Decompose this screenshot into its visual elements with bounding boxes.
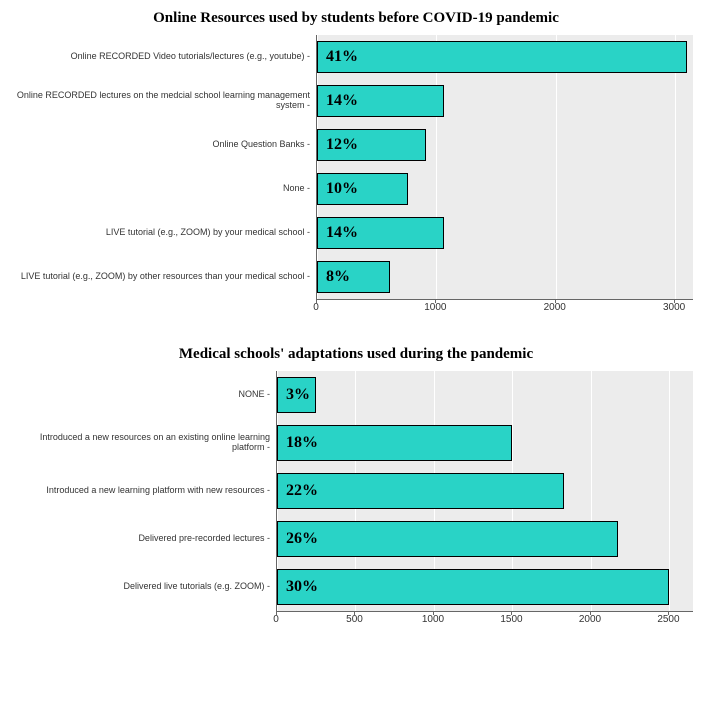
x-tick-label: 0 <box>313 302 319 313</box>
bar-row: 14% <box>317 217 693 249</box>
y-tick-label: Introduced a new resources on an existin… <box>10 425 276 461</box>
bar-value-label: 26% <box>278 530 318 548</box>
bar-value-label: 8% <box>318 268 350 286</box>
x-tick-label: 2500 <box>657 614 679 625</box>
grid-line <box>436 35 437 299</box>
chart-body: NONE - Introduced a new resources on an e… <box>10 371 702 612</box>
y-tick-label: NONE - <box>10 377 276 413</box>
bar: 12% <box>317 129 426 161</box>
bar: 30% <box>277 569 669 605</box>
bar-row: 14% <box>317 85 693 117</box>
bar: 41% <box>317 41 687 73</box>
bar-row: 30% <box>277 569 693 605</box>
grid-line <box>317 35 318 299</box>
bar-row: 22% <box>277 473 693 509</box>
y-tick-label: Online RECORDED lectures on the medcial … <box>10 85 316 117</box>
y-tick-label: LIVE tutorial (e.g., ZOOM) by other reso… <box>10 261 316 293</box>
grid-line <box>556 35 557 299</box>
bar: 14% <box>317 85 444 117</box>
bar: 22% <box>277 473 564 509</box>
bar: 18% <box>277 425 512 461</box>
bar-value-label: 14% <box>318 92 358 110</box>
bar-row: 12% <box>317 129 693 161</box>
plot-area: 3% 18% 22% 26% 30% <box>276 371 693 612</box>
bar-value-label: 10% <box>318 180 358 198</box>
bar-row: 8% <box>317 261 693 293</box>
plot-area: 41% 14% 12% 10% 14% 8% <box>316 35 693 300</box>
y-tick-label: Delivered pre-recorded lectures - <box>10 521 276 557</box>
bar-row: 18% <box>277 425 693 461</box>
x-tick-label: 500 <box>346 614 363 625</box>
bar-row: 26% <box>277 521 693 557</box>
y-axis-labels: NONE - Introduced a new resources on an e… <box>10 371 276 612</box>
y-axis-labels: Online RECORDED Video tutorials/lectures… <box>10 35 316 300</box>
bar-row: 10% <box>317 173 693 205</box>
bar-value-label: 12% <box>318 136 358 154</box>
x-tick-label: 1500 <box>500 614 522 625</box>
bar: 26% <box>277 521 618 557</box>
chart-title: Medical schools' adaptations used during… <box>10 346 702 363</box>
bar: 10% <box>317 173 408 205</box>
bar-value-label: 3% <box>278 386 310 404</box>
y-tick-label: Introduced a new learning platform with … <box>10 473 276 509</box>
y-tick-label: Online Question Banks - <box>10 129 316 161</box>
y-tick-label: Online RECORDED Video tutorials/lectures… <box>10 41 316 73</box>
x-tick-label: 1000 <box>424 302 446 313</box>
x-tick-label: 2000 <box>544 302 566 313</box>
bar-value-label: 22% <box>278 482 318 500</box>
bar: 14% <box>317 217 444 249</box>
x-tick-label: 1000 <box>422 614 444 625</box>
chart-0: Online Resources used by students before… <box>10 10 702 316</box>
y-tick-label: None - <box>10 173 316 205</box>
chart-title: Online Resources used by students before… <box>10 10 702 27</box>
chart-1: Medical schools' adaptations used during… <box>10 346 702 628</box>
grid-line <box>675 35 676 299</box>
bar: 8% <box>317 261 390 293</box>
x-axis: 0 1000 2000 3000 <box>10 300 702 316</box>
x-tick-label: 2000 <box>579 614 601 625</box>
chart-body: Online RECORDED Video tutorials/lectures… <box>10 35 702 300</box>
bar-value-label: 41% <box>318 48 358 66</box>
bar-value-label: 18% <box>278 434 318 452</box>
x-tick-label: 3000 <box>663 302 685 313</box>
y-tick-label: Delivered live tutorials (e.g. ZOOM) - <box>10 569 276 605</box>
bar-row: 3% <box>277 377 693 413</box>
bar-row: 41% <box>317 41 693 73</box>
bar: 3% <box>277 377 316 413</box>
bar-value-label: 14% <box>318 224 358 242</box>
x-axis: 0 500 1000 1500 2000 2500 <box>10 612 702 628</box>
x-tick-label: 0 <box>273 614 279 625</box>
bar-value-label: 30% <box>278 578 318 596</box>
y-tick-label: LIVE tutorial (e.g., ZOOM) by your medic… <box>10 217 316 249</box>
